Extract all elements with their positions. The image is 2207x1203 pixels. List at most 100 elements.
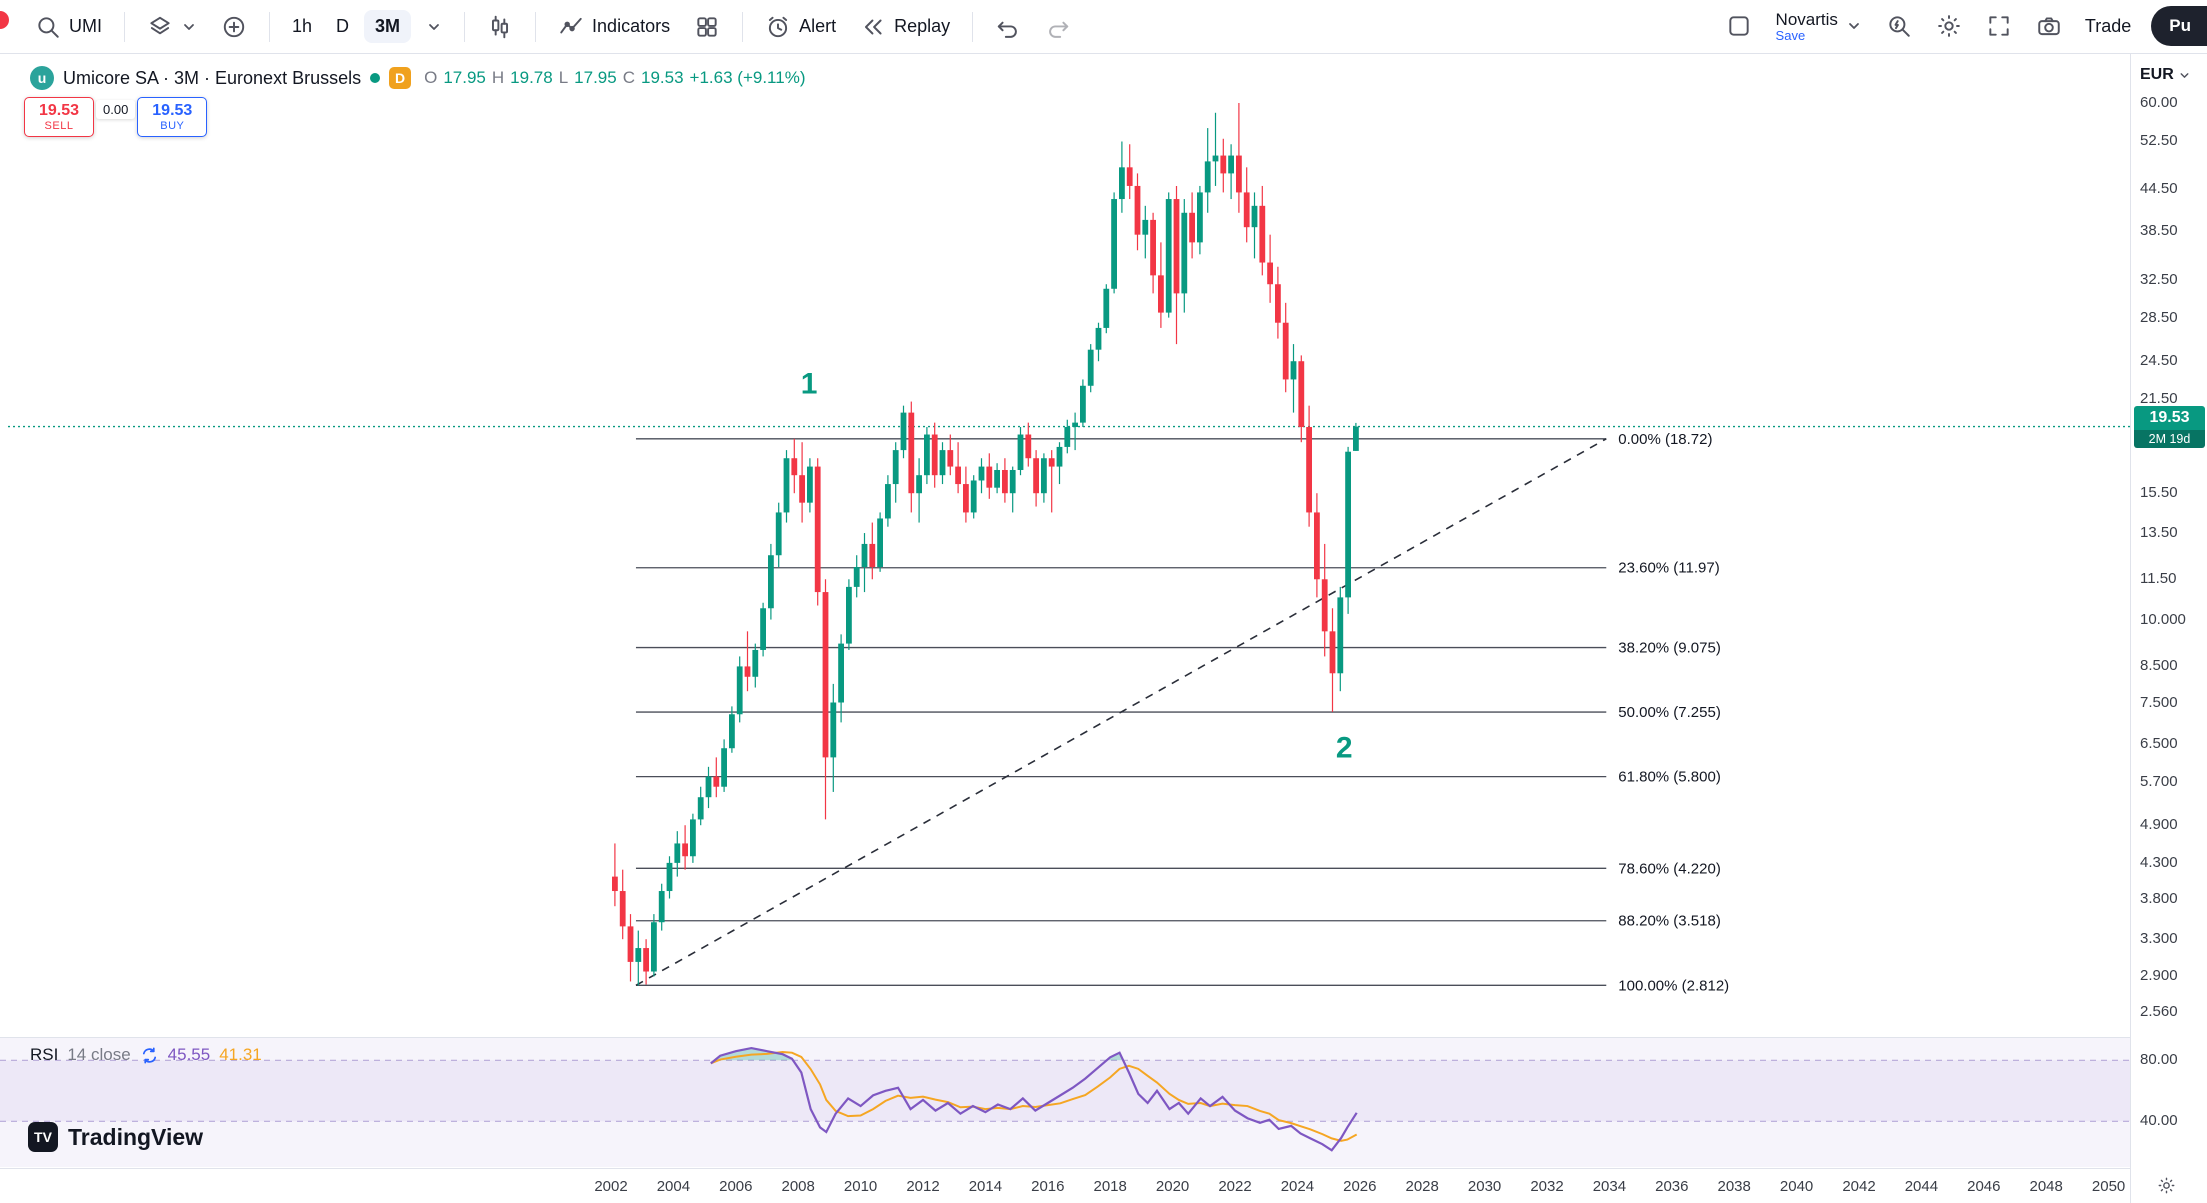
price-axis-label: 8.500 <box>2140 657 2178 675</box>
layout-square-icon <box>1726 13 1752 39</box>
alert-button[interactable]: Alert <box>756 9 845 45</box>
price-axis-label: 11.50 <box>2140 570 2177 588</box>
time-axis-label: 2048 <box>2029 1178 2063 1195</box>
svg-text:78.60% (4.220): 78.60% (4.220) <box>1618 860 1721 877</box>
camera-icon <box>2036 13 2062 39</box>
recording-indicator <box>0 11 9 29</box>
chevron-down-icon <box>2178 69 2191 82</box>
time-axis-label: 2020 <box>1155 1178 1190 1195</box>
price-axis-label: 52.50 <box>2140 132 2178 150</box>
interval-d-button[interactable]: D <box>336 16 350 36</box>
search-icon <box>35 14 61 40</box>
time-axis-label: 2008 <box>781 1178 815 1195</box>
symbol-legend[interactable]: u Umicore SA · 3M · Euronext Brussels D … <box>30 66 805 90</box>
separator <box>972 11 974 42</box>
settings-button[interactable] <box>1927 8 1971 44</box>
undo-button[interactable] <box>986 9 1030 45</box>
buy-button[interactable]: 19.53 BUY <box>137 97 208 137</box>
replay-button[interactable]: Replay <box>851 9 959 45</box>
price-axis[interactable]: EUR 60.00 52.50 44.50 38.50 32.50 28.50 24.50 2… <box>2130 54 2207 1203</box>
publish-button[interactable]: Pu <box>2151 6 2207 47</box>
elliott-wave-label: 1 <box>801 368 818 401</box>
interval-3m-button[interactable]: 3M <box>364 10 412 43</box>
interval-dropdown-button[interactable] <box>417 14 451 40</box>
price-axis-label: 6.500 <box>2140 734 2178 752</box>
change-value: +1.63 (+9.11%) <box>689 68 806 87</box>
trade-button[interactable]: Trade <box>2084 15 2132 36</box>
toolbar-right: Novartis Save <box>1717 6 2207 47</box>
separator <box>269 11 270 42</box>
ohlc-values: O 17.95 H 19.78 L 17.95 C 19.53 +1.63 (+9.11… <box>424 68 806 87</box>
tradingview-logo[interactable]: TV TradingView <box>28 1122 203 1152</box>
axis-settings-icon[interactable] <box>2157 1176 2176 1195</box>
sell-button[interactable]: 19.53 SELL <box>24 97 94 137</box>
fullscreen-icon <box>1986 13 2012 39</box>
interval-1h-button[interactable]: 1h <box>292 16 313 36</box>
time-axis-label: 2012 <box>906 1178 940 1195</box>
save-button[interactable]: Save <box>1775 27 1806 43</box>
price-axis-label: 4.900 <box>2140 816 2178 834</box>
separator <box>535 11 537 42</box>
redo-icon <box>1045 14 1071 40</box>
time-axis-label: 2022 <box>1218 1178 1252 1195</box>
fib-retracement: 0.00% (18.72) 23.60% (11.97) 38.20% (9.075… <box>635 431 1729 994</box>
quick-search-button[interactable] <box>1877 8 1921 44</box>
time-axis-label: 2036 <box>1655 1178 1689 1195</box>
plus-circle-icon <box>221 14 247 40</box>
snapshot-button[interactable] <box>2027 8 2071 44</box>
chevron-down-icon <box>1846 18 1862 34</box>
layout-name-menu[interactable]: Novartis Save <box>1767 6 1871 47</box>
price-axis-label: 60.00 <box>2140 94 2178 111</box>
candles-layer <box>612 103 1359 986</box>
price-axis-label: 24.50 <box>2140 352 2178 370</box>
price-axis-label: 4.300 <box>2140 853 2178 871</box>
price-axis-label: 7.500 <box>2140 693 2178 711</box>
price-axis-label: 5.700 <box>2140 772 2178 790</box>
candlestick-chart-icon <box>487 14 513 40</box>
svg-text:61.80% (5.800): 61.80% (5.800) <box>1618 769 1721 786</box>
svg-text:38.20% (9.075): 38.20% (9.075) <box>1618 640 1721 657</box>
separator <box>742 11 744 42</box>
indicators-button[interactable]: Indicators <box>549 9 679 45</box>
svg-text:88.20% (3.518): 88.20% (3.518) <box>1618 913 1721 930</box>
gear-icon <box>1936 13 1962 39</box>
delayed-data-badge: D <box>389 67 412 89</box>
time-axis-label: 2040 <box>1779 1178 1814 1195</box>
rsi-ma-value: 41.31 <box>219 1045 262 1064</box>
time-axis-label: 2032 <box>1530 1178 1564 1195</box>
quick-search-icon <box>1886 13 1912 39</box>
time-axis[interactable]: 2002 2004 2006 2008 2010 2012 2014 2016 2018 2020… <box>0 1168 2130 1203</box>
rsi-legend[interactable]: RSI 14 close 45.55 41.31 <box>30 1045 262 1065</box>
flag-symbol-button[interactable] <box>138 9 206 45</box>
indicator-templates-button[interactable] <box>685 9 729 45</box>
price-axis-label: 13.50 <box>2140 524 2178 542</box>
rsi-ma-line <box>710 1051 1358 1142</box>
axis-currency-toggle[interactable]: EUR <box>2140 66 2191 84</box>
symbol-search-button[interactable]: UMI <box>26 9 111 45</box>
time-axis-label: 2034 <box>1592 1178 1627 1195</box>
price-axis-label: 10.000 <box>2140 610 2186 628</box>
top-toolbar: UMI 1h D 3M <box>0 0 2207 54</box>
price-axis-label: 15.50 <box>2140 484 2178 502</box>
time-axis-label: 2024 <box>1280 1178 1315 1195</box>
layout-select-button[interactable] <box>1717 8 1761 44</box>
rsi-title: RSI <box>30 1045 59 1064</box>
price-axis-label: 44.50 <box>2140 180 2178 198</box>
separator <box>464 11 466 42</box>
svg-text:100.00% (2.812): 100.00% (2.812) <box>1618 977 1729 994</box>
trendline <box>635 438 1607 987</box>
time-axis-label: 2046 <box>1967 1178 2001 1195</box>
fullscreen-button[interactable] <box>1977 8 2021 44</box>
swap-arrows-icon <box>140 1046 159 1065</box>
rsi-pane <box>0 1038 2130 1167</box>
redo-button[interactable] <box>1036 9 1080 45</box>
price-axis-label: 38.50 <box>2140 221 2178 239</box>
chart-type-button[interactable] <box>478 9 522 45</box>
time-axis-label: 2018 <box>1093 1178 1127 1195</box>
undo-icon <box>995 14 1021 40</box>
time-axis-label: 2004 <box>656 1178 691 1195</box>
compare-add-button[interactable] <box>212 9 256 45</box>
rsi-line <box>710 1046 1358 1152</box>
